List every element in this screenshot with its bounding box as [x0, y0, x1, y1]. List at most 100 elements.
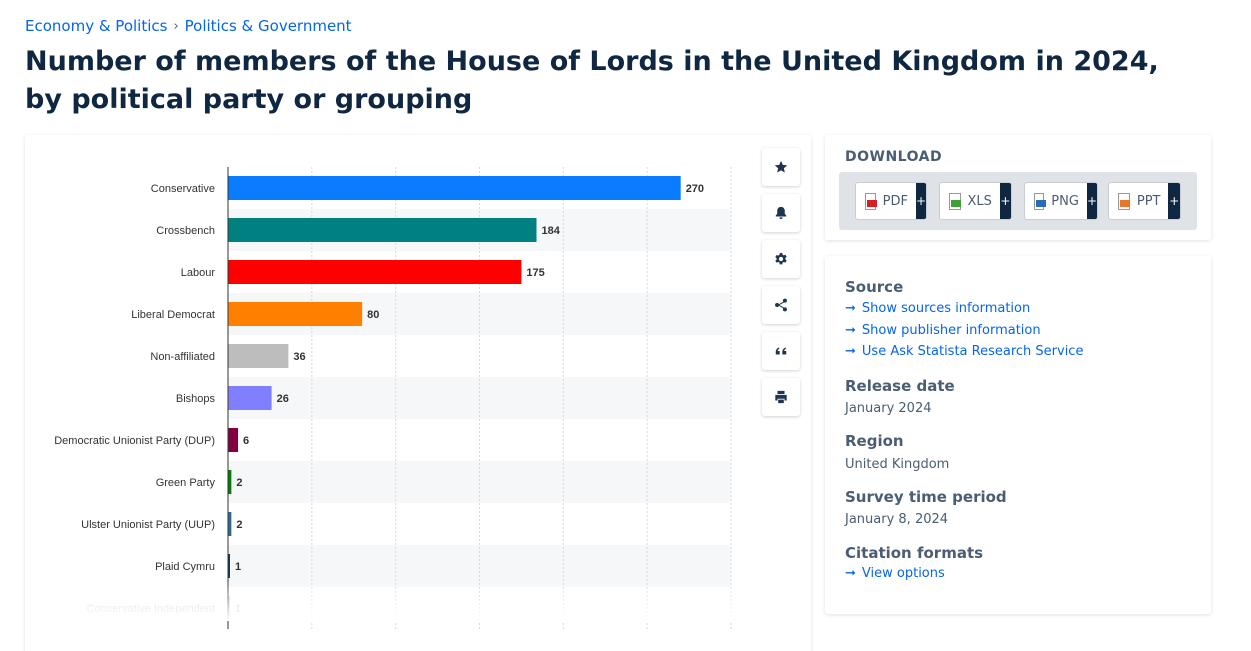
source-heading: Source [845, 278, 904, 296]
chart-card: Conservative 270 Crossbench 184 Labour 175 Lib… [25, 135, 811, 651]
value-label: 270 [686, 183, 704, 195]
download-pdf-label: PDF [882, 193, 908, 209]
download-title: DOWNLOAD [845, 149, 943, 165]
bar-group: Labour 175 [181, 260, 545, 284]
value-label: 2 [236, 477, 242, 489]
ppt-file-icon [1118, 192, 1130, 210]
print-button[interactable] [762, 378, 800, 416]
plus-icon: + [1168, 183, 1180, 219]
category-label: Crossbench [156, 225, 215, 237]
favorite-button[interactable] [762, 148, 800, 186]
category-label: Liberal Democrat [131, 309, 215, 321]
region-heading: Region [845, 432, 904, 450]
citation-formats-heading: Citation formats [845, 544, 984, 562]
download-png-button[interactable]: PNG + [1024, 182, 1098, 220]
arrow-right-icon: ➞ [845, 323, 856, 338]
value-label: 175 [526, 267, 544, 279]
region-value: United Kingdom [845, 457, 950, 472]
download-pdf-button[interactable]: PDF + [855, 182, 927, 220]
category-label: Ulster Unionist Party (UUP) [81, 519, 215, 531]
arrow-right-icon: ➞ [845, 301, 856, 316]
value-label: 184 [542, 225, 561, 237]
show-publisher-label: Show publisher information [861, 323, 1041, 338]
bar-group: Ulster Unionist Party (UUP) 2 [81, 512, 242, 536]
value-label: 26 [277, 393, 289, 405]
arrow-right-icon: ➞ [845, 566, 856, 581]
category-label: Non-affiliated [150, 351, 215, 363]
category-label: Plaid Cymru [155, 561, 215, 573]
value-label: 80 [367, 309, 379, 321]
view-options-label: View options [861, 566, 945, 581]
survey-period-value: January 8, 2024 [845, 512, 949, 527]
view-options-link[interactable]: ➞ View options [845, 566, 945, 581]
cite-button[interactable] [762, 332, 800, 370]
bar [228, 554, 230, 578]
download-tray: PDF + XLS + PNG + PPT + [839, 172, 1197, 230]
bar [228, 428, 239, 452]
breadcrumb: Economy & Politics › Politics & Governme… [25, 17, 352, 35]
category-label: Democratic Unionist Party (DUP) [54, 435, 215, 447]
value-label: 6 [243, 435, 249, 447]
download-ppt-button[interactable]: PPT + [1108, 182, 1181, 220]
value-label: 1 [235, 561, 241, 573]
png-file-icon [1034, 192, 1046, 210]
breadcrumb-separator: › [173, 18, 179, 34]
show-sources-label: Show sources information [861, 301, 1031, 316]
share-button[interactable] [762, 286, 800, 324]
page-title: Number of members of the House of Lords … [25, 46, 1159, 115]
quote-icon [775, 347, 787, 355]
print-icon [775, 390, 787, 404]
ask-statista-link[interactable]: ➞ Use Ask Statista Research Service [845, 344, 1083, 359]
category-label: Bishops [176, 393, 216, 405]
bar [228, 512, 232, 536]
notification-button[interactable] [762, 194, 800, 232]
bar-group: Democratic Unionist Party (DUP) 6 [54, 428, 249, 452]
bar [228, 260, 522, 284]
star-icon [774, 160, 788, 173]
category-label: Labour [181, 267, 216, 279]
release-date-heading: Release date [845, 377, 955, 395]
bar [228, 470, 232, 494]
bar-group: Non-affiliated 36 [150, 344, 306, 368]
category-label: Green Party [156, 477, 216, 489]
bar-group: Green Party 2 [156, 470, 242, 494]
bar-group: Conservative 270 [151, 176, 704, 200]
bar [228, 176, 681, 200]
xls-file-icon [949, 192, 961, 210]
bar [228, 218, 537, 242]
show-sources-link[interactable]: ➞ Show sources information [845, 301, 1030, 316]
gear-icon [775, 252, 787, 265]
breadcrumb-economy-politics[interactable]: Economy & Politics [25, 17, 168, 35]
survey-period-heading: Survey time period [845, 488, 1007, 506]
share-icon [775, 298, 787, 312]
bar-group: Liberal Democrat 80 [131, 302, 379, 326]
value-label: 36 [293, 351, 305, 363]
bar [228, 302, 363, 326]
plus-icon: + [999, 183, 1011, 219]
show-publisher-link[interactable]: ➞ Show publisher information [845, 323, 1041, 338]
value-label: 2 [236, 519, 242, 531]
bar-group: Plaid Cymru 1 [155, 554, 241, 578]
bar [228, 344, 289, 368]
download-ppt-label: PPT [1136, 193, 1161, 209]
category-label: Conservative [151, 183, 215, 195]
plus-icon: + [915, 183, 926, 219]
arrow-right-icon: ➞ [845, 344, 856, 359]
scroll-fade [25, 581, 765, 621]
bar-group: Bishops 26 [176, 386, 289, 410]
bar-chart: Conservative 270 Crossbench 184 Labour 175 Lib… [25, 167, 765, 629]
bar [228, 386, 272, 410]
ask-statista-label: Use Ask Statista Research Service [861, 344, 1084, 359]
download-png-label: PNG [1051, 193, 1079, 209]
statistic-info-panel: Source ➞ Show sources information ➞ Show… [825, 256, 1211, 614]
chart-toolbar [762, 148, 800, 416]
bell-icon [775, 206, 787, 219]
pdf-file-icon [865, 192, 877, 210]
settings-button[interactable] [762, 240, 800, 278]
download-xls-button[interactable]: XLS + [939, 182, 1012, 220]
plus-icon: + [1086, 183, 1097, 219]
bar-group: Crossbench 184 [156, 218, 561, 242]
release-date-value: January 2024 [845, 401, 932, 416]
breadcrumb-politics-government[interactable]: Politics & Government [184, 17, 352, 35]
download-xls-label: XLS [967, 193, 992, 209]
